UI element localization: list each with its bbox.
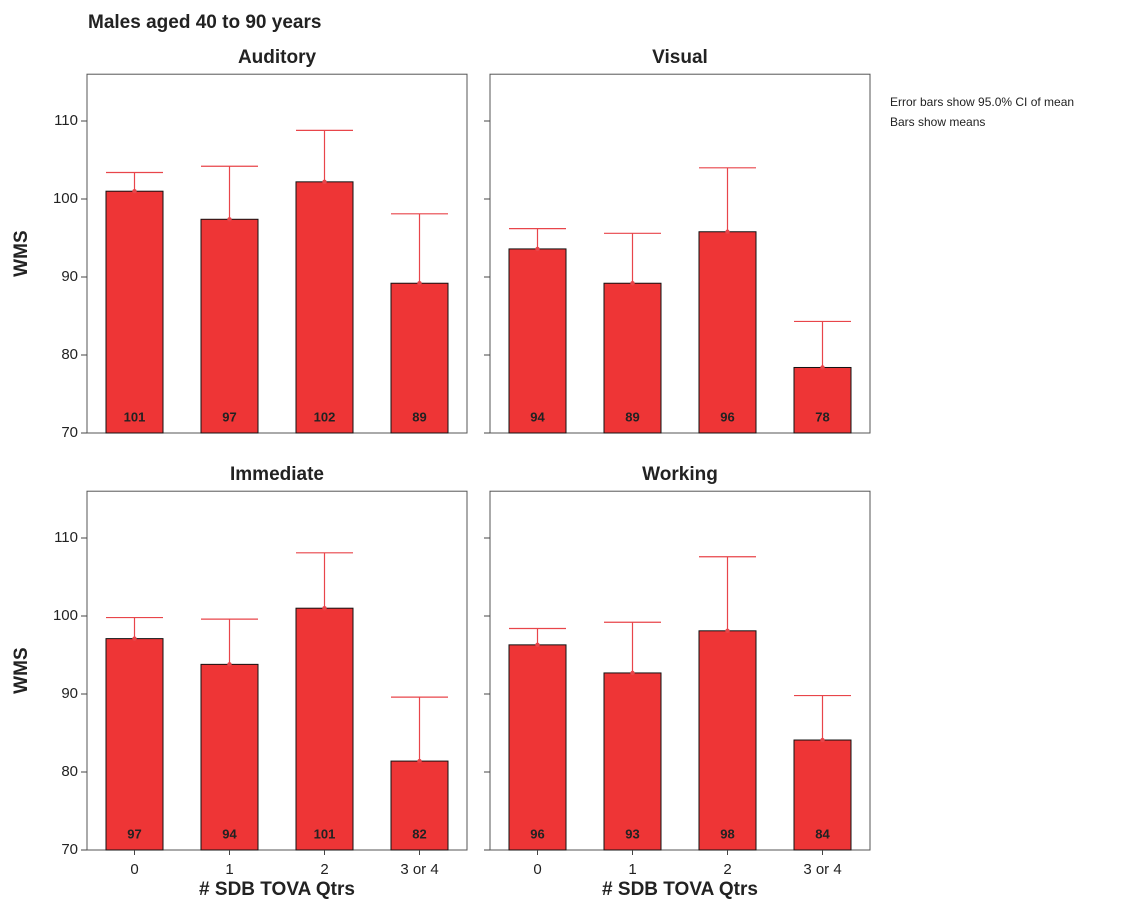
x-tick-label: 2 <box>320 861 328 878</box>
bar <box>390 282 449 434</box>
bar <box>105 638 164 851</box>
y-tick-label: 110 <box>54 112 78 129</box>
mean-marker <box>227 662 232 667</box>
note: Error bars show 95.0% CI of mean <box>890 95 1074 109</box>
panel-title: Working <box>642 464 718 485</box>
y-tick-label: 90 <box>61 268 78 285</box>
y-tick-label: 100 <box>53 190 78 207</box>
value-label: 96 <box>720 409 734 424</box>
panel-title: Auditory <box>238 47 317 68</box>
y-tick-label: 70 <box>61 841 78 858</box>
plot-frame <box>86 73 468 434</box>
y-tick-label: 100 <box>53 607 78 624</box>
figure-title: Males aged 40 to 90 years <box>88 12 321 33</box>
bar <box>698 630 757 851</box>
mean-marker <box>820 737 825 743</box>
note: Bars show means <box>890 115 985 129</box>
bar <box>295 607 354 851</box>
value-label: 84 <box>815 826 830 841</box>
bar <box>105 190 164 434</box>
bar <box>793 366 852 434</box>
mean-marker <box>725 229 730 234</box>
x-tick-label: 1 <box>628 861 636 878</box>
value-label: 97 <box>127 826 141 841</box>
value-label: 89 <box>625 409 639 424</box>
mean-marker <box>132 189 137 194</box>
bar <box>200 663 259 851</box>
x-tick-label: 1 <box>225 861 233 878</box>
bar <box>603 282 662 434</box>
value-label: 98 <box>720 826 734 841</box>
y-tick-label: 90 <box>61 685 78 702</box>
bar <box>603 672 662 851</box>
mean-marker <box>535 642 540 648</box>
value-label: 93 <box>625 826 639 841</box>
value-label: 97 <box>222 409 236 424</box>
mean-marker <box>417 758 422 764</box>
y-tick-label: 80 <box>61 346 78 363</box>
y-tick-label: 80 <box>61 763 78 780</box>
value-label: 102 <box>314 409 336 424</box>
bar <box>200 218 259 434</box>
value-label: 101 <box>314 826 336 841</box>
y-tick-label: 110 <box>54 529 78 546</box>
x-tick-label: 3 or 4 <box>400 861 438 878</box>
y-axis-label: WMS <box>11 647 32 693</box>
x-tick-label: 3 or 4 <box>803 861 841 878</box>
mean-marker <box>132 636 137 641</box>
bar <box>390 760 449 851</box>
x-tick-label: 0 <box>130 861 138 878</box>
mean-marker <box>322 606 327 611</box>
value-label: 94 <box>222 826 237 841</box>
bar <box>508 644 567 851</box>
value-label: 94 <box>530 409 545 424</box>
panel-title: Immediate <box>230 464 324 485</box>
plot-frame <box>489 490 871 851</box>
plot-frame <box>86 490 468 851</box>
y-axis-label: WMS <box>11 230 32 276</box>
mean-marker <box>417 281 422 286</box>
bar <box>295 181 354 434</box>
mean-marker <box>322 179 327 185</box>
y-tick-label: 70 <box>61 424 78 441</box>
plot-frame <box>489 73 871 434</box>
mean-marker <box>535 246 540 252</box>
x-axis-label: # SDB TOVA Qtrs <box>602 879 758 900</box>
value-label: 78 <box>815 409 829 424</box>
x-axis-label: # SDB TOVA Qtrs <box>199 879 355 900</box>
value-label: 96 <box>530 826 544 841</box>
panel-title: Visual <box>652 47 708 68</box>
mean-marker <box>630 670 635 676</box>
mean-marker <box>227 217 232 222</box>
value-label: 89 <box>412 409 426 424</box>
value-label: 82 <box>412 826 426 841</box>
bar <box>508 248 567 434</box>
value-label: 101 <box>124 409 146 424</box>
bar <box>698 231 757 434</box>
x-tick-label: 0 <box>533 861 541 878</box>
mean-marker <box>725 628 730 634</box>
x-tick-label: 2 <box>723 861 731 878</box>
mean-marker <box>630 281 635 286</box>
mean-marker <box>820 365 825 370</box>
